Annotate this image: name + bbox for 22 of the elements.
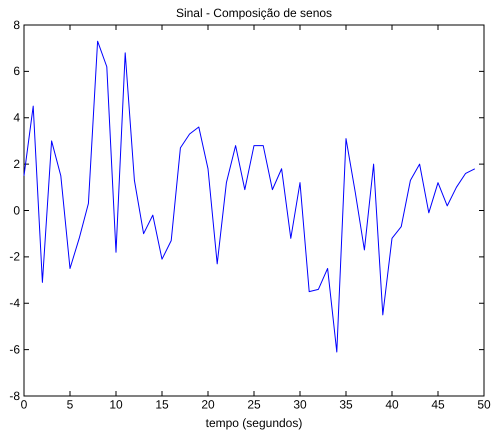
y-tick-label: -6: [9, 342, 20, 356]
x-tick-label: 45: [431, 398, 445, 412]
y-tick-label: -2: [9, 250, 20, 264]
x-tick-label: 50: [477, 398, 491, 412]
y-tick-label: 6: [13, 64, 20, 78]
x-tick-label: 30: [293, 398, 307, 412]
x-tick-label: 35: [339, 398, 353, 412]
chart-title: Sinal - Composição de senos: [176, 6, 332, 20]
x-tick-label: 25: [247, 398, 261, 412]
x-tick-label: 10: [109, 398, 123, 412]
y-tick-label: 0: [13, 203, 20, 218]
y-tick-label: 2: [13, 156, 20, 171]
y-tick-label: 8: [13, 18, 20, 32]
x-axis-title: tempo (segundos): [206, 416, 302, 430]
line-series: [24, 40, 476, 352]
x-tick-label: 15: [155, 398, 169, 412]
y-tick-label: -4: [9, 296, 20, 310]
y-tick-label: 4: [13, 110, 20, 125]
y-tick-label: -8: [9, 388, 20, 403]
x-tick-label: 5: [66, 398, 74, 412]
x-tick-label: 20: [201, 398, 215, 412]
x-tick-label: 40: [385, 398, 399, 412]
